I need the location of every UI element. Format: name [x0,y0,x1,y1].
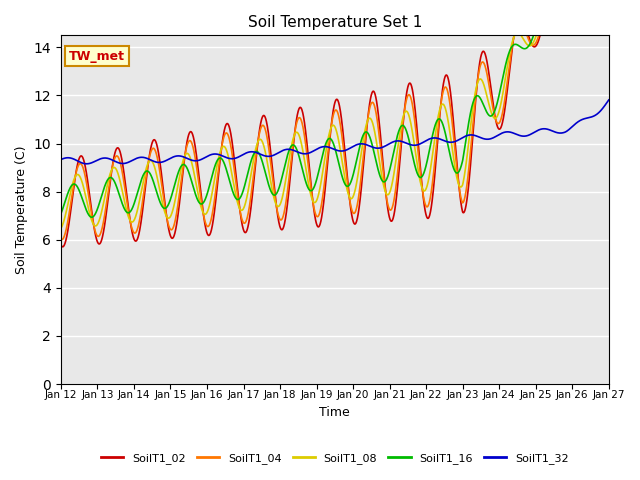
Line: SoilT1_04: SoilT1_04 [61,24,609,240]
SoilT1_02 [59,244,67,250]
SoilT1_08 [605,21,612,26]
SoilT1_02 [536,35,543,41]
SoilT1_16 [291,143,299,149]
SoilT1_08 [535,24,543,29]
SoilT1_16 [534,21,541,26]
X-axis label: Time: Time [319,406,350,419]
SoilT1_04 [152,150,160,156]
SoilT1_16 [57,211,65,216]
SoilT1_04 [514,21,522,26]
SoilT1_16 [268,189,275,194]
Legend: SoilT1_02, SoilT1_04, SoilT1_08, SoilT1_16, SoilT1_32: SoilT1_02, SoilT1_04, SoilT1_08, SoilT1_… [97,449,573,468]
SoilT1_08 [267,180,275,186]
Line: SoilT1_32: SoilT1_32 [61,100,609,164]
SoilT1_16 [152,187,160,193]
SoilT1_02 [513,21,520,26]
SoilT1_08 [536,21,544,26]
SoilT1_32 [605,97,612,103]
SoilT1_02 [120,167,127,173]
SoilT1_32 [152,159,160,165]
SoilT1_16 [605,21,612,26]
SoilT1_04 [536,31,543,36]
SoilT1_32 [120,161,127,167]
SoilT1_02 [605,22,612,27]
SoilT1_08 [291,132,299,137]
SoilT1_04 [57,237,65,242]
SoilT1_08 [120,193,127,199]
Line: SoilT1_08: SoilT1_08 [61,24,609,228]
Line: SoilT1_16: SoilT1_16 [61,24,609,217]
SoilT1_08 [152,169,160,175]
SoilT1_04 [595,21,602,26]
SoilT1_02 [152,140,160,145]
SoilT1_32 [535,127,543,132]
SoilT1_04 [268,164,275,169]
SoilT1_08 [595,21,602,26]
SoilT1_02 [268,154,275,159]
SoilT1_16 [536,21,543,26]
SoilT1_16 [595,21,602,26]
Y-axis label: Soil Temperature (C): Soil Temperature (C) [15,145,28,274]
Line: SoilT1_02: SoilT1_02 [61,24,609,247]
SoilT1_32 [268,153,275,159]
SoilT1_04 [58,237,66,242]
SoilT1_32 [83,161,90,167]
SoilT1_32 [291,148,299,154]
SoilT1_02 [595,21,602,26]
SoilT1_04 [120,177,127,182]
SoilT1_04 [605,21,612,26]
SoilT1_08 [57,226,65,231]
Text: TW_met: TW_met [69,50,125,63]
SoilT1_32 [57,156,65,162]
SoilT1_02 [291,128,299,134]
SoilT1_32 [595,110,602,116]
Title: Soil Temperature Set 1: Soil Temperature Set 1 [248,15,422,30]
SoilT1_04 [291,129,299,134]
SoilT1_16 [120,204,127,210]
SoilT1_02 [57,242,65,248]
SoilT1_16 [88,215,95,220]
